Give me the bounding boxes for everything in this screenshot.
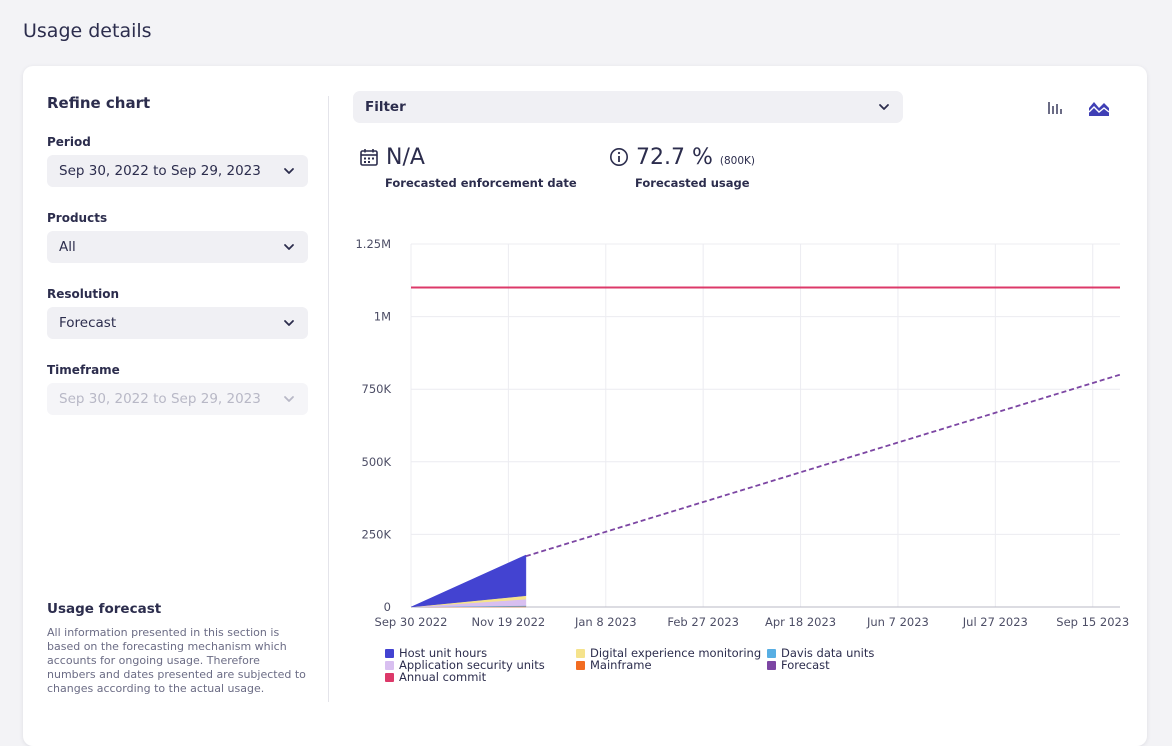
chevron-down-icon	[284, 320, 294, 326]
products-select[interactable]: All	[47, 231, 308, 263]
x-tick-label: Apr 18 2023	[765, 615, 836, 629]
resolution-select[interactable]: Forecast	[47, 307, 308, 339]
x-tick-label: Feb 27 2023	[667, 615, 739, 629]
products-value: All	[59, 239, 76, 255]
legend-label: Davis data units	[781, 646, 875, 660]
area-series-host-unit-hours	[410, 554, 527, 608]
period-label: Period	[47, 135, 91, 149]
chevron-down-icon	[284, 396, 294, 402]
legend-swatch	[767, 648, 776, 658]
y-tick-label: 750K	[362, 382, 392, 396]
chevron-down-icon	[879, 104, 889, 110]
legend-swatch	[576, 660, 585, 670]
timeframe-value: Sep 30, 2022 to Sep 29, 2023	[59, 391, 261, 407]
x-tick-label: Jun 7 2023	[866, 615, 929, 629]
info-icon	[610, 148, 628, 166]
period-select[interactable]: Sep 30, 2022 to Sep 29, 2023	[47, 155, 308, 187]
legend-item[interactable]: Host unit hours	[385, 646, 487, 660]
y-tick-label: 250K	[362, 527, 392, 541]
legend-label: Host unit hours	[399, 646, 488, 660]
legend-swatch	[385, 672, 394, 682]
y-tick-label: 1.25M	[355, 237, 391, 251]
resolution-value: Forecast	[59, 315, 117, 331]
y-tick-label: 1M	[374, 310, 391, 324]
usage-forecast-title: Usage forecast	[47, 601, 162, 617]
legend-swatch	[385, 660, 394, 670]
legend-item[interactable]: Application security units	[385, 658, 545, 672]
page-title: Usage details	[23, 20, 152, 42]
legend-label: Forecast	[781, 658, 830, 672]
filter-select[interactable]: Filter	[353, 91, 903, 123]
legend-label: Annual commit	[399, 670, 487, 684]
enforcement-metric: N/A Forecasted enforcement date	[359, 144, 577, 190]
x-tick-label: Sep 15 2023	[1056, 615, 1129, 629]
x-tick-label: Jul 27 2023	[962, 615, 1028, 629]
resolution-label: Resolution	[47, 287, 120, 301]
timeframe-select: Sep 30, 2022 to Sep 29, 2023	[47, 383, 308, 415]
legend-label: Digital experience monitoring	[590, 646, 762, 660]
x-tick-label: Jan 8 2023	[574, 615, 637, 629]
legend-item[interactable]: Mainframe	[576, 658, 652, 672]
line-series-forecast	[525, 373, 1121, 558]
forecasted-usage-label: Forecasted usage	[635, 176, 750, 190]
forecasted-usage-note: (800K)	[719, 155, 756, 167]
timeframe-label: Timeframe	[47, 363, 120, 377]
usage-card: Refine chart Period Sep 30, 2022 to Sep …	[23, 66, 1147, 746]
refine-chart-title: Refine chart	[47, 94, 151, 112]
bar-chart-button[interactable]	[1043, 96, 1067, 120]
calendar-icon	[360, 149, 378, 166]
legend-swatch	[576, 648, 585, 658]
period-value: Sep 30, 2022 to Sep 29, 2023	[59, 163, 261, 179]
legend-item[interactable]: Digital experience monitoring	[576, 646, 761, 660]
usage-metric: 72.7 % (800K) Forecasted usage	[609, 144, 755, 190]
filter-label: Filter	[365, 99, 406, 115]
y-tick-label: 0	[384, 600, 391, 614]
enforcement-date-value: N/A	[386, 145, 425, 170]
area-chart-button[interactable]	[1087, 96, 1111, 120]
y-tick-label: 500K	[362, 455, 392, 469]
legend-item[interactable]: Annual commit	[385, 670, 486, 684]
legend-item[interactable]: Forecast	[767, 658, 830, 672]
legend-swatch	[767, 660, 776, 670]
legend-label: Mainframe	[590, 658, 652, 672]
refine-panel: Refine chart Period Sep 30, 2022 to Sep …	[47, 66, 309, 720]
chevron-down-icon	[284, 244, 294, 250]
bar-chart-icon	[1048, 102, 1062, 114]
usage-chart: 0 250K 500K 750K 1M 1.25M Sep 30 2022 Nov 19 20…	[355, 237, 1129, 629]
enforcement-date-label: Forecasted enforcement date	[385, 176, 577, 190]
legend-item[interactable]: Davis data units	[767, 646, 874, 660]
legend-swatch	[385, 648, 394, 658]
products-label: Products	[47, 211, 108, 225]
chevron-down-icon	[284, 168, 294, 174]
forecasted-usage-value: 72.7 %	[636, 145, 713, 170]
x-tick-label: Nov 19 2022	[472, 615, 546, 629]
x-tick-label: Sep 30 2022	[375, 615, 448, 629]
area-chart-icon	[1088, 102, 1110, 116]
legend-label: Application security units	[399, 658, 545, 672]
panel-divider	[328, 96, 329, 702]
usage-forecast-description: All information presented in this sectio…	[47, 626, 306, 695]
